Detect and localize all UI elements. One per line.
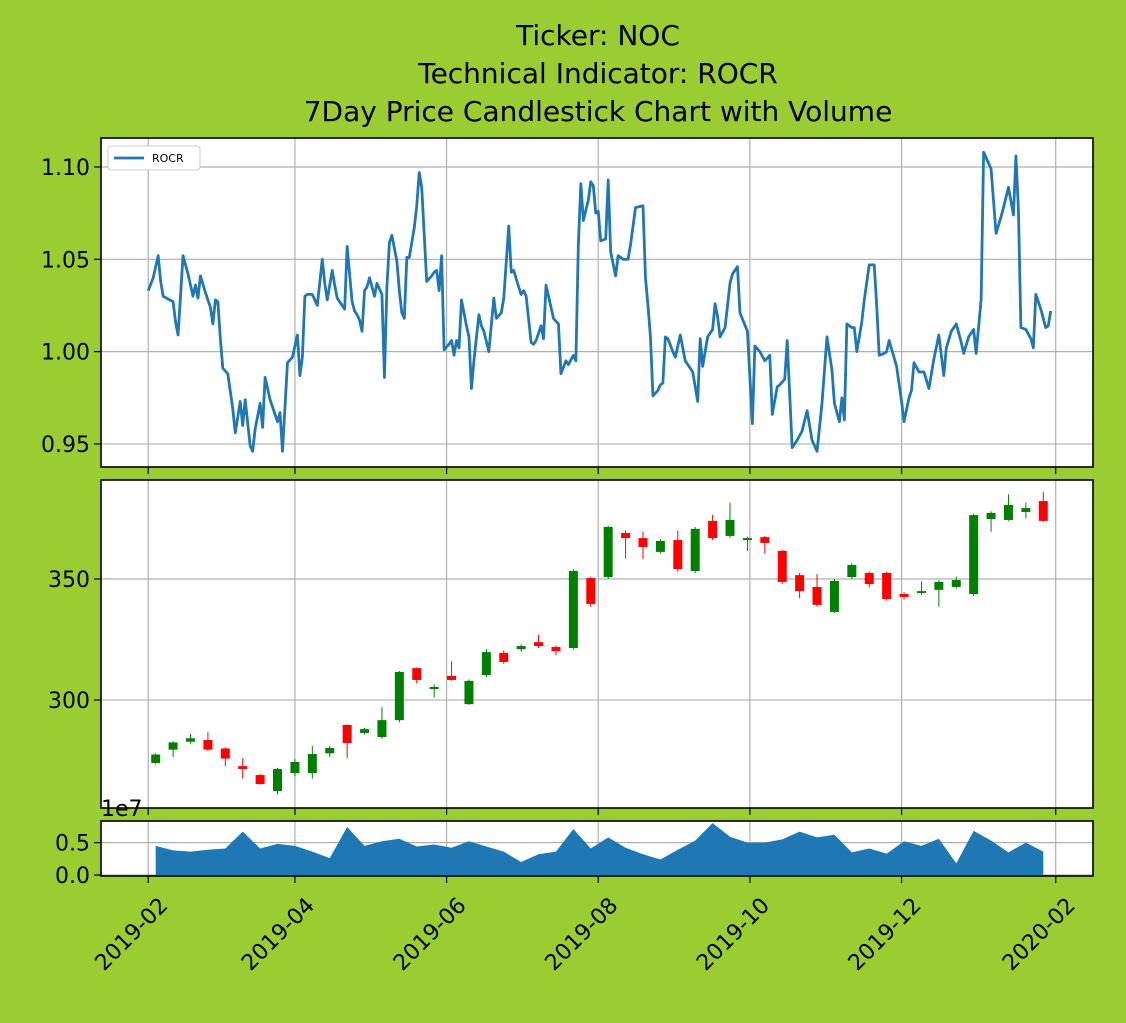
y-tick-label: 1.00 — [41, 341, 90, 366]
candle-body — [220, 748, 230, 759]
x-tick-label: 2019-12 — [844, 893, 927, 976]
candle-body — [447, 675, 457, 680]
candle-body — [1003, 504, 1013, 520]
candle-body — [899, 594, 909, 597]
y-tick-label: 350 — [48, 568, 90, 593]
axes-frame — [100, 820, 1094, 877]
candle-body — [290, 762, 300, 774]
plot-layer — [101, 821, 1093, 876]
candle-body — [360, 729, 370, 733]
x-tick-label: 2019-06 — [389, 893, 472, 976]
candle-body — [847, 564, 857, 578]
line-series — [146, 150, 1053, 453]
axes-frame — [100, 137, 1094, 468]
candle-body — [725, 519, 735, 536]
chart-title: Technical Indicator: ROCR — [417, 57, 778, 90]
candle-body — [742, 538, 752, 541]
candle-body — [168, 742, 178, 750]
chart-title: 7Day Price Candlestick Chart with Volume — [304, 95, 893, 128]
y-tick-label: 0.0 — [55, 864, 90, 889]
candle-body — [812, 586, 822, 605]
x-tick-label: 2019-04 — [237, 893, 320, 976]
candle-body — [951, 579, 961, 587]
candle-body — [394, 671, 404, 721]
candle-body — [986, 512, 996, 519]
axes-frame — [100, 479, 1094, 809]
candle-body — [342, 724, 352, 744]
x-tick-label: 2019-02 — [91, 893, 174, 976]
candle-body — [916, 591, 926, 594]
candle-body — [481, 652, 491, 676]
candle-body — [829, 580, 839, 612]
candle-body — [1021, 508, 1031, 512]
candle-body — [1038, 501, 1048, 521]
x-tick-label: 2019-10 — [692, 893, 775, 976]
x-tick-label: 2020-02 — [998, 893, 1081, 976]
candle-body — [186, 738, 196, 742]
candle-body — [655, 541, 665, 552]
candle-body — [708, 520, 718, 539]
candle-body — [621, 533, 631, 539]
legend-label: ROCR — [152, 152, 184, 165]
candle-body — [760, 537, 770, 543]
candle-body — [203, 739, 213, 750]
plot-area — [101, 480, 1093, 808]
chart-title: Ticker: NOC — [515, 19, 680, 52]
legend-box — [107, 145, 201, 171]
candle-body — [568, 571, 578, 648]
y-tick-label: 300 — [48, 689, 90, 714]
y-tick-label: 1.05 — [41, 248, 90, 273]
candle-body — [969, 515, 979, 595]
candle-body — [864, 572, 874, 585]
candle-body — [586, 578, 596, 604]
candle-body — [429, 686, 439, 690]
candle-body — [534, 642, 544, 647]
x-tick-label: 2019-08 — [541, 893, 624, 976]
candle-body — [777, 550, 787, 582]
plot-layer — [101, 138, 1093, 467]
candle-body — [325, 747, 335, 754]
candle-body — [638, 538, 648, 548]
candle-body — [499, 652, 509, 663]
candle-body — [690, 528, 700, 572]
candle-body — [882, 572, 892, 600]
candle-body — [464, 680, 474, 705]
candle-body — [307, 754, 317, 774]
candle-body — [151, 754, 161, 763]
candle-body — [551, 647, 561, 652]
plot-area — [101, 138, 1093, 467]
plot-layer — [101, 480, 1093, 808]
offset-label: 1e7 — [101, 797, 143, 822]
candle-body — [603, 526, 613, 578]
candle-body — [673, 540, 683, 570]
y-tick-label: 1.10 — [41, 156, 90, 181]
candle-body — [412, 668, 422, 680]
candle-body — [273, 769, 283, 792]
area-series — [155, 823, 1044, 876]
y-tick-label: 0.95 — [41, 433, 90, 458]
candle-body — [238, 766, 248, 770]
candle-body — [934, 581, 944, 590]
candle-body — [795, 575, 805, 592]
y-tick-label: 0.5 — [55, 832, 90, 857]
candle-body — [377, 720, 387, 738]
candle-body — [516, 646, 526, 650]
candle-body — [255, 775, 265, 785]
